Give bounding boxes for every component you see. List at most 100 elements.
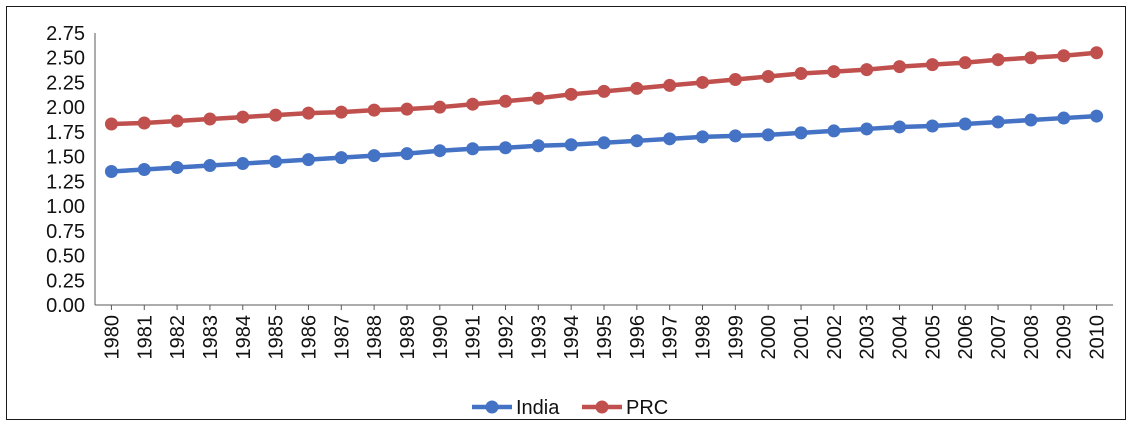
data-point-india [696, 130, 710, 144]
data-point-india [433, 144, 447, 158]
x-tick-label: 2007 [988, 315, 1010, 360]
data-point-prc [498, 94, 512, 108]
data-point-prc [137, 116, 151, 130]
data-point-prc [236, 110, 250, 124]
x-tick-label: 1998 [693, 315, 715, 360]
data-point-prc [531, 91, 545, 105]
x-tick-label: 1991 [463, 315, 485, 360]
data-point-prc [564, 87, 578, 101]
legend-label-india: India [516, 397, 560, 419]
data-point-india [663, 132, 677, 146]
data-point-prc [893, 60, 907, 74]
data-point-india [236, 157, 250, 171]
x-tick-label: 1999 [725, 315, 747, 360]
data-point-india [761, 128, 775, 142]
x-tick-label: 1988 [364, 315, 386, 360]
x-tick-label: 1997 [660, 315, 682, 360]
data-point-india [498, 141, 512, 155]
data-point-prc [696, 75, 710, 89]
x-tick-label: 1993 [528, 315, 550, 360]
legend-label-prc: PRC [626, 397, 668, 419]
data-point-prc [1057, 49, 1071, 63]
data-point-india [860, 122, 874, 136]
y-tick-label: 2.75 [46, 23, 85, 45]
y-tick-label: 0.25 [46, 270, 85, 292]
x-tick-label: 1989 [397, 315, 419, 360]
data-point-india [334, 151, 348, 165]
data-point-india [827, 124, 841, 138]
legend-marker-india [485, 400, 499, 414]
data-point-india [531, 139, 545, 153]
x-tick-label: 1996 [627, 315, 649, 360]
data-point-prc [269, 108, 283, 122]
y-tick-label: 0.00 [46, 295, 85, 317]
y-tick-label: 1.50 [46, 147, 85, 169]
data-point-prc [925, 58, 939, 72]
data-point-india [466, 142, 480, 156]
data-point-india [728, 129, 742, 143]
x-tick-label: 2004 [890, 315, 912, 360]
x-tick-label: 1987 [331, 315, 353, 360]
data-point-prc [1024, 51, 1038, 65]
x-tick-label: 1995 [594, 315, 616, 360]
data-point-india [630, 134, 644, 148]
data-point-india [1090, 109, 1104, 123]
y-tick-label: 2.25 [46, 72, 85, 94]
data-point-india [794, 126, 808, 140]
data-point-prc [663, 78, 677, 92]
x-tick-label: 1985 [266, 315, 288, 360]
data-point-prc [761, 70, 775, 84]
data-point-india [269, 155, 283, 169]
data-point-india [1057, 111, 1071, 125]
data-point-prc [334, 105, 348, 119]
data-point-india [991, 115, 1005, 129]
legend-marker-prc [595, 400, 609, 414]
data-point-india [958, 117, 972, 131]
x-tick-label: 2009 [1054, 315, 1076, 360]
data-point-prc [104, 117, 118, 131]
x-tick-label: 1980 [101, 315, 123, 360]
data-point-india [137, 162, 151, 176]
x-tick-label: 2002 [824, 315, 846, 360]
x-tick-label: 1981 [134, 315, 156, 360]
data-point-prc [1090, 46, 1104, 60]
x-tick-label: 1994 [561, 315, 583, 360]
x-tick-label: 2010 [1087, 315, 1109, 360]
x-tick-label: 2001 [791, 315, 813, 360]
data-point-prc [728, 72, 742, 86]
data-point-prc [827, 65, 841, 79]
y-tick-label: 0.50 [46, 246, 85, 268]
x-tick-label: 2005 [922, 315, 944, 360]
chart-frame: 0.00 0.25 0.50 0.75 1.00 1.25 1.50 1.75 2.00 2.25… [6, 6, 1126, 420]
data-point-india [400, 147, 414, 161]
data-point-india [301, 153, 315, 167]
x-tick-label: 2008 [1021, 315, 1043, 360]
data-point-prc [991, 53, 1005, 67]
x-tick-label: 2006 [955, 315, 977, 360]
data-point-india [597, 136, 611, 150]
x-tick-label: 1986 [298, 315, 320, 360]
data-point-prc [630, 81, 644, 95]
data-point-prc [400, 102, 414, 116]
data-point-prc [794, 67, 808, 81]
y-tick-label: 0.75 [46, 221, 85, 243]
data-point-india [893, 120, 907, 134]
data-point-prc [170, 114, 184, 128]
data-point-prc [597, 84, 611, 98]
data-point-india [1024, 113, 1038, 127]
line-chart: 0.00 0.250.50 0.75 1.00 1.251.50 1.75 2.00 2.25… [46, 23, 1113, 419]
data-point-india [104, 164, 118, 178]
data-point-prc [367, 103, 381, 117]
y-tick-label: 1.25 [46, 171, 85, 193]
x-tick-label: 1990 [430, 315, 452, 360]
data-point-prc [958, 56, 972, 70]
x-tick-label: 1983 [200, 315, 222, 360]
data-point-prc [433, 100, 447, 114]
data-point-india [170, 161, 184, 175]
data-point-india [925, 119, 939, 133]
data-point-prc [466, 97, 480, 111]
data-point-prc [301, 106, 315, 120]
data-point-india [564, 138, 578, 152]
x-tick-label: 2000 [758, 315, 780, 360]
x-tick-label: 1984 [233, 315, 255, 360]
